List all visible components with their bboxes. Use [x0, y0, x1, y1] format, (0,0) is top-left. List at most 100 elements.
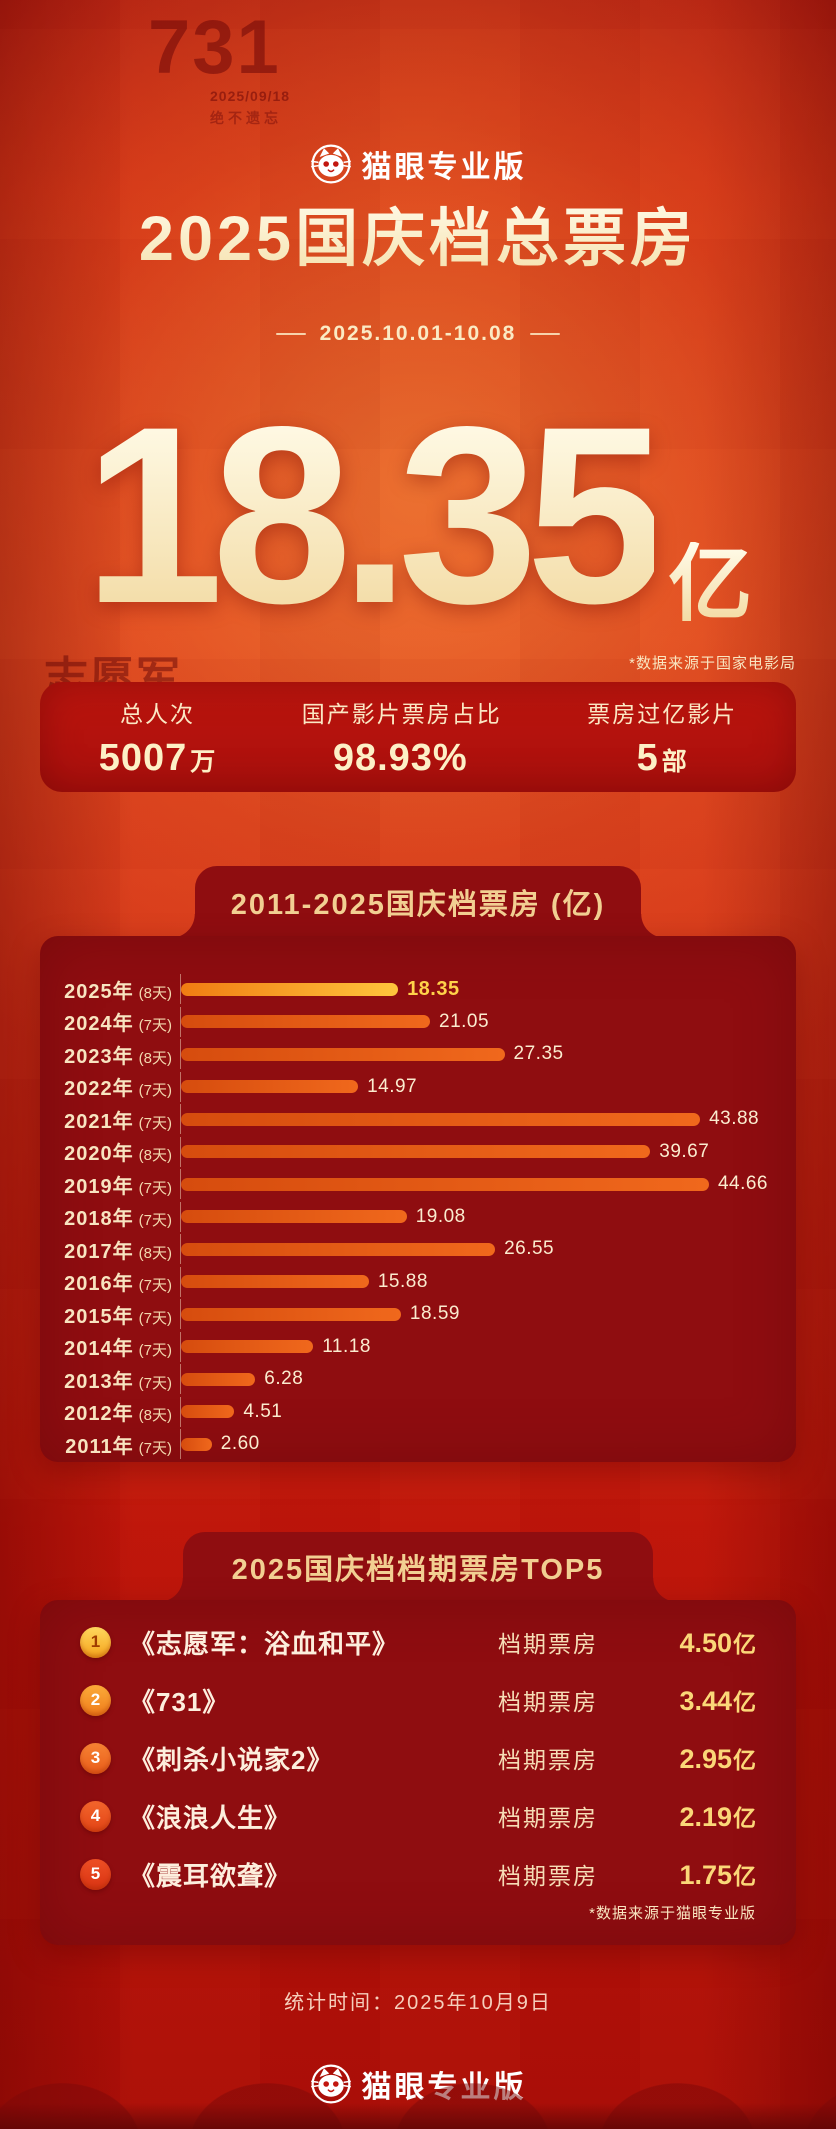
chart-bar-row: 2024年 (7天) 21.05 — [54, 1006, 768, 1037]
chart-days-label: (8天) — [138, 984, 172, 1002]
chart-year-label: 2020年 — [64, 1143, 134, 1165]
rank-badge: 4 — [80, 1800, 111, 1832]
box-office-value: 2.19亿 — [644, 1799, 756, 1833]
chart-bar-value: 6.28 — [264, 1368, 304, 1389]
box-office-unit: 亿 — [733, 1805, 756, 1831]
brand-header: 猫眼专业版 — [0, 142, 836, 186]
stat-number: 5 — [636, 736, 659, 779]
chart-year-label: 2011年 — [65, 1435, 134, 1458]
chart-row-label: 2020年 (8天) — [54, 1137, 180, 1166]
background-poster-text: 绝不遗忘 — [210, 110, 282, 126]
chart-days-label: (7天) — [138, 1017, 172, 1034]
chart-year-label: 2016年 — [64, 1273, 134, 1295]
stat-suffix: 部 — [661, 747, 688, 776]
chart-year-label: 2023年 — [64, 1045, 134, 1068]
chart-year-label: 2025年 — [64, 980, 134, 1003]
chart-bar-track: 18.59 — [180, 1299, 768, 1329]
rank-badge: 2 — [80, 1684, 111, 1716]
chart-bar-value: 43.88 — [709, 1108, 760, 1129]
hero-number-block: 18.35 亿 — [0, 366, 836, 642]
stat-label: 国产影片票房占比 — [301, 700, 502, 727]
brand-name: 猫眼专业版 — [361, 2071, 527, 2104]
chart-row-label: 2017年 (8天) — [54, 1235, 180, 1264]
chart-bar-value: 14.97 — [367, 1075, 418, 1097]
background-poster-text: 731 — [148, 5, 281, 90]
chart-bar-row: 2019年 (7天) 44.66 — [54, 1169, 768, 1199]
chart-bar-track: 27.35 — [180, 1039, 768, 1069]
box-office-unit: 亿 — [733, 1863, 756, 1889]
box-office-column-label: 档期票房 — [498, 1863, 598, 1889]
chart-bar — [181, 1177, 709, 1191]
date-dash-left — [275, 333, 306, 335]
stat-value: 98.93% — [302, 737, 502, 780]
chart-row-label: 2021年 (7天) — [54, 1105, 180, 1134]
chart-bar-value: 18.59 — [409, 1303, 460, 1324]
chart-bar-row: 2015年 (7天) 18.59 — [54, 1299, 768, 1329]
chart-row-label: 2014年 (7天) — [54, 1332, 180, 1361]
chart-bar — [181, 1015, 430, 1028]
chart-bar-track: 39.67 — [180, 1136, 768, 1167]
date-dash-right — [530, 333, 561, 335]
page-title: 2025国庆档总票房 — [0, 188, 836, 279]
chart-bar-value: 27.35 — [513, 1043, 564, 1064]
rank-badge: 5 — [80, 1858, 111, 1890]
chart-bar-row: 2022年 (7天) 14.97 — [54, 1071, 768, 1102]
movie-title: 《731》 — [129, 1686, 230, 1717]
chart-row-label: 2018年 (7天) — [54, 1202, 180, 1231]
chart-days-label: (7天) — [138, 1309, 172, 1327]
stat-label: 票房过亿影片 — [587, 700, 738, 727]
chart-row-label: 2015年 (7天) — [54, 1300, 180, 1329]
chart-bar-value: 11.18 — [322, 1335, 371, 1357]
chart-bar-track: 26.55 — [180, 1234, 768, 1264]
stat-number: 5007 — [98, 736, 188, 779]
stat-domestic-share: 国产影片票房占比 98.93% — [302, 695, 502, 780]
top5-title-tab: 2025国庆档档期票房TOP5 — [159, 1532, 677, 1602]
movie-title: 《浪浪人生》 — [129, 1802, 292, 1833]
chart-days-label: (8天) — [138, 1407, 172, 1424]
chart-year-label: 2022年 — [64, 1078, 134, 1100]
bottom-strip-decor — [0, 2103, 836, 2129]
chart-bar — [181, 1047, 505, 1061]
chart-row-label: 2022年 (7天) — [54, 1072, 180, 1101]
stat-suffix: 万 — [190, 747, 217, 776]
chart-bar-track: 4.51 — [180, 1396, 768, 1427]
box-office-column-label: 档期票房 — [498, 1805, 598, 1831]
total-box-office-unit: 亿 — [668, 537, 753, 631]
chart-bar-track: 15.88 — [180, 1266, 768, 1297]
chart-bar-value: 26.55 — [504, 1238, 555, 1259]
box-office-value: 3.44亿 — [644, 1683, 756, 1717]
movie-title: 《震耳欲聋》 — [129, 1860, 292, 1891]
chart-year-label: 2012年 — [64, 1403, 134, 1425]
chart-bar — [181, 1275, 369, 1288]
top5-title: 2025国庆档档期票房TOP5 — [231, 1554, 605, 1586]
chart-year-label: 2014年 — [64, 1338, 134, 1360]
chart-row-label: 2012年 (8天) — [54, 1397, 180, 1426]
stat-label: 总人次 — [120, 700, 196, 727]
chart-row-label: 2023年 (8天) — [54, 1040, 180, 1069]
box-office-value: 1.75亿 — [644, 1857, 756, 1891]
chart-bar — [181, 1372, 256, 1386]
rank-badge: 1 — [80, 1626, 111, 1658]
chart-bar-track: 21.05 — [180, 1006, 768, 1037]
history-bar-chart: 2025年 (8天) 18.35 2024年 (7天) 21.05 2023年 … — [40, 936, 796, 1462]
chart-days-label: (7天) — [138, 1082, 172, 1099]
chart-bar-row: 2017年 (8天) 26.55 — [54, 1234, 768, 1264]
chart-days-label: (7天) — [138, 1342, 172, 1359]
chart-days-label: (7天) — [138, 1114, 172, 1132]
chart-days-label: (8天) — [138, 1049, 172, 1067]
chart-year-label: 2017年 — [64, 1240, 134, 1263]
box-office-unit: 亿 — [733, 1631, 756, 1657]
top5-row: 5 《震耳欲聋》 档期票房 1.75亿 — [80, 1852, 756, 1896]
chart-days-label: (7天) — [138, 1439, 172, 1457]
chart-bar — [181, 1210, 407, 1223]
top5-row: 4 《浪浪人生》 档期票房 2.19亿 — [80, 1794, 756, 1838]
box-office-number: 1.75 — [679, 1860, 732, 1890]
box-office-value: 4.50亿 — [644, 1625, 756, 1659]
chart-bar-value: 39.67 — [659, 1140, 710, 1162]
chart-year-label: 2021年 — [64, 1110, 134, 1133]
chart-year-label: 2019年 — [64, 1175, 134, 1198]
chart-bar-row: 2011年 (7天) 2.60 — [54, 1429, 768, 1459]
chart-days-label: (7天) — [138, 1374, 172, 1392]
chart-row-label: 2019年 (7天) — [54, 1170, 180, 1199]
